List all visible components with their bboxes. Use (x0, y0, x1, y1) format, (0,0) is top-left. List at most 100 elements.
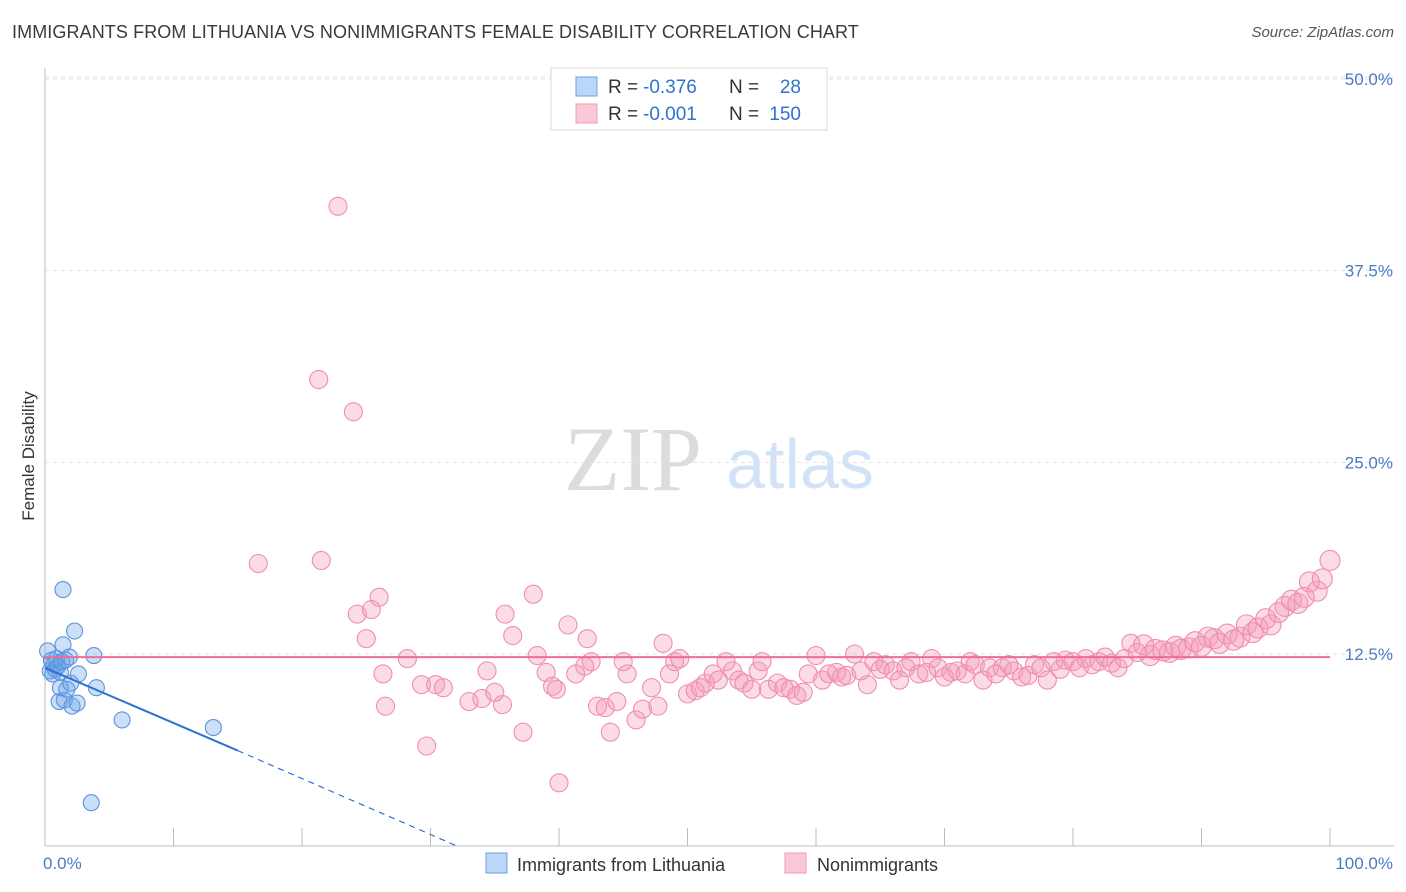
nonimmigrant-point (546, 679, 566, 699)
nonimmigrant-point (426, 675, 446, 695)
nonimmigrant-point (837, 665, 857, 686)
legend-r-label-2: R = (608, 104, 638, 125)
nonimmigrant-point (806, 645, 826, 666)
nonimmigrant-point (1319, 549, 1341, 572)
lithuania-point (204, 719, 222, 737)
legend-swatch-blue (575, 76, 598, 97)
nonimmigrant-point (626, 710, 646, 730)
nonimmigrant-point (729, 670, 749, 690)
nonimmigrant-point (742, 679, 762, 699)
nonimmigrant-point (369, 587, 389, 607)
watermark-atlas: atlas (726, 425, 874, 503)
series-legend-lithuania: Immigrants from Lithuania (517, 855, 726, 875)
legend-n-label-1: N = (729, 77, 759, 98)
lithuania-point (85, 646, 103, 665)
nonimmigrant-point (558, 615, 578, 635)
nonimmigrant-point (375, 696, 396, 716)
nonimmigrant-point (670, 649, 690, 669)
nonimmigrant-point (703, 664, 723, 684)
series-legend: Immigrants from Lithuania Nonimmigrants (485, 852, 938, 875)
lithuania-point (66, 622, 84, 640)
nonimmigrant-point (722, 661, 743, 681)
nonimmigrant-point (248, 553, 268, 574)
lithuania-point (82, 794, 100, 812)
nonimmigrant-point (928, 658, 948, 678)
lithuania-trend-extension (237, 750, 457, 847)
lithuania-point (113, 711, 131, 729)
nonimmigrant-point (356, 629, 376, 649)
nonimmigrant-point (309, 369, 329, 390)
nonimmigrant-point (595, 698, 615, 718)
nonimmigrant-point (1012, 667, 1032, 687)
nonimmigrant-point (397, 649, 417, 669)
nonimmigrant-point (653, 633, 673, 653)
axes (44, 68, 1394, 847)
nonimmigrant-point (587, 696, 608, 716)
y-axis-label: Female Disability (19, 391, 38, 521)
nonimmigrant-point (523, 584, 543, 604)
nonimmigrant-point (922, 649, 942, 669)
source-credit: Source: ZipAtlas.com (1251, 24, 1394, 41)
nonimmigrant-point (875, 655, 895, 675)
nonimmigrant-point (527, 645, 547, 666)
nonimmigrant-point (1311, 568, 1333, 590)
nonimmigrant-point (1133, 634, 1155, 656)
nonimmigrant-point (1306, 580, 1328, 602)
series-legend-swatch-lithuania (485, 852, 508, 874)
nonimmigrants-points (248, 196, 1341, 793)
y-tick-label: 50.0% (1345, 70, 1393, 89)
legend-r-label-1: R = (608, 77, 638, 98)
nonimmigrant-point (641, 678, 662, 698)
nonimmigrant-point (513, 722, 533, 742)
trend-lines (44, 656, 1330, 847)
legend-n-value-2: 150 (769, 104, 801, 125)
nonimmigrant-point (581, 652, 601, 672)
legend-r-value-1: -0.376 (643, 77, 697, 98)
nonimmigrant-point (417, 736, 437, 756)
nonimmigrant-point (632, 699, 653, 719)
lithuania-point (51, 679, 69, 697)
x-tick-label-max: 100.0% (1335, 854, 1393, 873)
stats-legend: R = -0.376 N = 28 R = -0.001 N = 150 (550, 67, 828, 131)
nonimmigrant-point (748, 661, 768, 681)
nonimmigrant-point (347, 604, 367, 624)
nonimmigrant-point (343, 402, 363, 422)
nonimmigrant-point (947, 661, 967, 681)
nonimmigrant-point (1229, 626, 1251, 648)
nonimmigrant-point (941, 662, 961, 682)
nonimmigrant-point (549, 773, 569, 793)
legend-r-value-2: -0.001 (643, 104, 697, 125)
nonimmigrant-point (889, 670, 910, 690)
lithuania-points (39, 581, 222, 812)
nonimmigrant-point (844, 644, 865, 664)
x-tick-label-min: 0.0% (43, 854, 82, 873)
series-legend-nonimmigrants: Nonimmigrants (817, 855, 938, 875)
nonimmigrant-point (492, 695, 513, 715)
nonimmigrant-point (857, 675, 877, 695)
nonimmigrant-point (752, 652, 772, 672)
legend-swatch-pink (575, 103, 598, 124)
legend-n-value-1: 28 (780, 77, 801, 98)
nonimmigrant-point (648, 696, 668, 716)
nonimmigrant-point (328, 196, 348, 216)
nonimmigrant-point (477, 661, 497, 681)
nonimmigrant-point (485, 682, 505, 702)
nonimmigrant-point (495, 604, 515, 624)
nonimmigrant-point (909, 664, 929, 684)
chart-title: IMMIGRANTS FROM LITHUANIA VS NONIMMIGRAN… (12, 22, 859, 42)
y-tick-label: 37.5% (1345, 262, 1393, 281)
nonimmigrant-point (433, 678, 453, 698)
nonimmigrant-point (1268, 602, 1290, 624)
nonimmigrant-point (1004, 661, 1024, 681)
y-tick-label: 12.5% (1345, 645, 1393, 664)
nonimmigrant-point (793, 682, 813, 702)
nonimmigrant-point (1287, 592, 1309, 614)
lithuania-point (63, 697, 81, 715)
nonimmigrant-point (613, 652, 633, 672)
lithuania-point (54, 581, 72, 599)
nonimmigrant-point (1152, 640, 1174, 662)
nonimmigrant-point (1108, 658, 1128, 678)
nonimmigrant-point (373, 664, 393, 684)
nonimmigrant-point (311, 550, 331, 571)
